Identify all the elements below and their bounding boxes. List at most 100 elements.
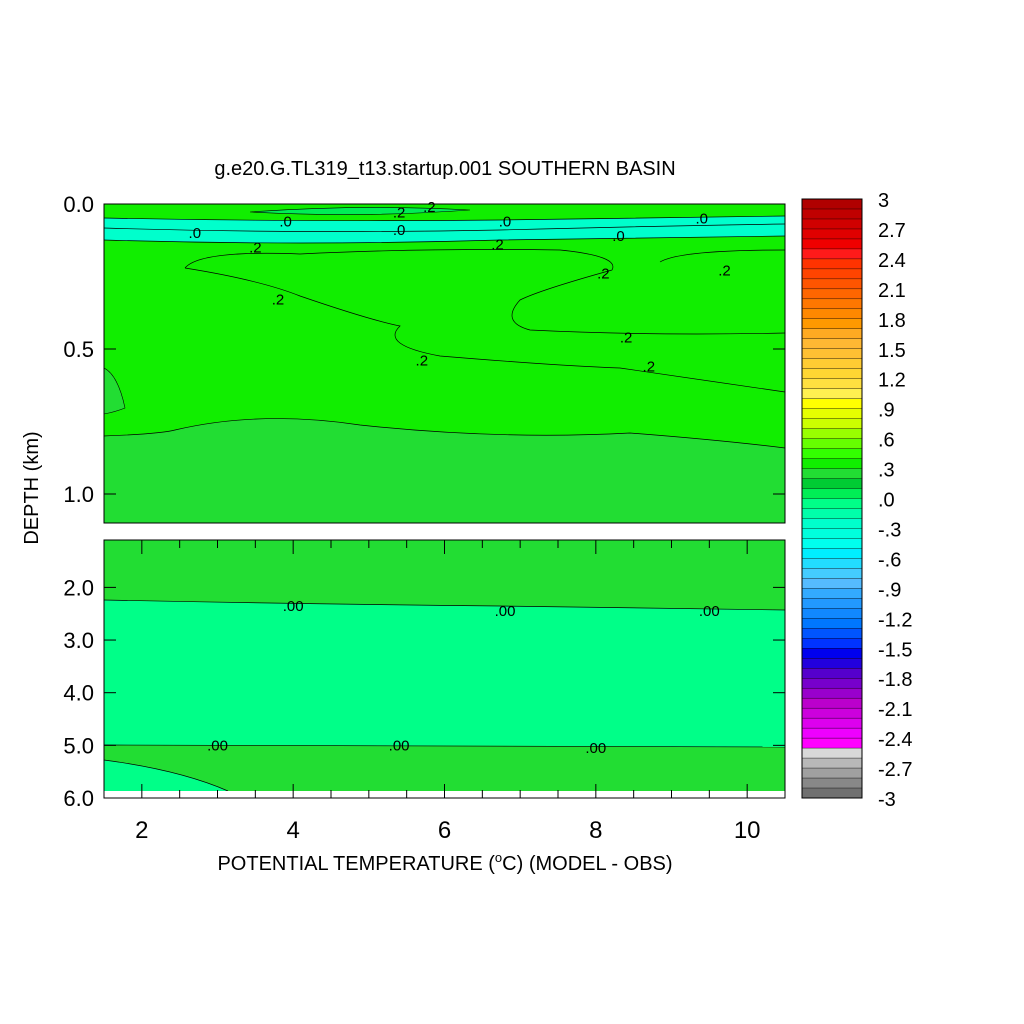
colorbar-swatch [801, 588, 863, 599]
colorbar-swatch [801, 747, 863, 759]
colorbar-label: -2.1 [878, 699, 912, 721]
colorbar-labels: 3 2.7 2.4 2.1 1.8 1.5 1.2 .9 .6 .3 .0 -.3 -.6 -.9 -1.2… [878, 190, 912, 811]
colorbar-swatch [801, 558, 863, 569]
colorbar-label: 2.7 [878, 220, 906, 242]
colorbar-label: -1.5 [878, 639, 912, 661]
upper-contour-label: .0 [393, 222, 406, 239]
colorbar-swatch [801, 218, 863, 230]
upper-panel-frame [103, 203, 786, 524]
upper-contour-label: .0 [499, 213, 512, 230]
lower-y-tick-label: 6.0 [63, 786, 94, 811]
upper-contour-label: .2 [643, 358, 656, 375]
colorbar-swatch [801, 518, 863, 529]
colorbar-swatch [801, 717, 863, 729]
colorbar-label: 1.2 [878, 370, 906, 392]
upper-contour-label: .2 [597, 266, 610, 283]
lower-contour-label: .00 [699, 603, 720, 620]
colorbar-swatch [801, 288, 863, 300]
upper-deep-region [104, 418, 785, 523]
lower-top-region [104, 540, 785, 610]
upper-y-tick-label: 0.0 [63, 192, 94, 217]
chart-title: g.e20.G.TL319_t13.startup.001 SOUTHERN B… [214, 158, 675, 180]
upper-contour-label: .2 [272, 292, 285, 309]
colorbar-label: .6 [878, 430, 895, 452]
colorbar-swatch [801, 568, 863, 579]
colorbar-label: -.9 [878, 579, 901, 601]
upper-contour-label: .2 [423, 199, 436, 216]
colorbar-swatch [801, 777, 863, 789]
colorbar-swatch [801, 398, 863, 410]
upper-cyan-band [104, 216, 785, 243]
colorbar-swatch [801, 508, 863, 519]
colorbar-swatch [801, 418, 863, 430]
colorbar-swatch [801, 598, 863, 609]
upper-left-region [103, 367, 126, 415]
colorbar-swatch [801, 648, 863, 659]
lower-y-tick-label: 3.0 [63, 628, 94, 653]
colorbar [801, 198, 863, 799]
colorbar-swatch [801, 268, 863, 280]
colorbar-label: 3 [878, 190, 889, 212]
colorbar-label: -1.2 [878, 609, 912, 631]
colorbar-swatch [801, 228, 863, 240]
colorbar-swatch [801, 428, 863, 440]
lower-y-ticks: 2.0 3.0 4.0 5.0 6.0 [63, 575, 785, 811]
lower-contour-label: .00 [207, 737, 228, 754]
colorbar-swatch [801, 368, 863, 380]
colorbar-swatch [801, 628, 863, 639]
x-axis-ticks: 2 4 6 8 10 [135, 540, 786, 844]
colorbar-swatch [801, 618, 863, 629]
x-tick-label: 8 [589, 817, 602, 844]
colorbar-swatch [801, 438, 863, 450]
upper-contour-label: .2 [416, 353, 429, 370]
y-axis-label: DEPTH (km) [21, 431, 43, 544]
colorbar-swatch [801, 338, 863, 350]
colorbar-swatch [801, 258, 863, 270]
colorbar-label: -.3 [878, 519, 901, 541]
lower-y-tick-label: 4.0 [63, 681, 94, 706]
upper-y-tick-label: 1.0 [63, 482, 94, 507]
colorbar-swatch [801, 548, 863, 559]
lower-contour-labels: .00 .00 .00 .00 .00 .00 [207, 598, 720, 757]
colorbar-swatch [801, 448, 863, 460]
upper-contour-label: .0 [189, 225, 202, 242]
colorbar-swatch [801, 687, 863, 699]
colorbar-swatch [801, 668, 863, 679]
colorbar-swatch [801, 707, 863, 719]
colorbar-swatch [801, 278, 863, 290]
colorbar-swatch [801, 408, 863, 420]
x-axis-label-main: POTENTIAL TEMPERATURE ( [217, 853, 495, 875]
upper-y-ticks: 0.0 0.5 1.0 [63, 192, 785, 507]
colorbar-label: .3 [878, 460, 895, 482]
lower-contour-label: .00 [495, 603, 516, 620]
colorbar-swatch [801, 737, 863, 749]
colorbar-swatch [801, 488, 863, 499]
colorbar-label: -1.8 [878, 669, 912, 691]
x-tick-label: 2 [135, 817, 148, 844]
upper-contour-label: .2 [491, 237, 504, 254]
upper-contour-label: .0 [279, 213, 292, 230]
upper-surface-lens [249, 207, 471, 215]
colorbar-swatch [801, 238, 863, 250]
colorbar-swatch [801, 528, 863, 539]
colorbar-label: -3 [878, 789, 896, 811]
colorbar-swatch [801, 208, 863, 220]
colorbar-swatch [801, 458, 863, 470]
upper-contour-label: .2 [718, 263, 731, 280]
colorbar-frame [801, 198, 863, 799]
x-axis-label-superscript: o [495, 850, 502, 865]
colorbar-swatch [801, 298, 863, 310]
colorbar-label: -2.7 [878, 759, 912, 781]
colorbar-swatch [801, 248, 863, 260]
x-axis-label-tail: C) (MODEL - OBS) [502, 853, 672, 875]
colorbar-swatch [801, 767, 863, 779]
colorbar-swatch [801, 328, 863, 340]
lower-contour-label: .00 [585, 740, 606, 757]
x-tick-label: 10 [734, 817, 761, 844]
colorbar-label: 2.4 [878, 250, 906, 272]
colorbar-swatch [801, 318, 863, 330]
colorbar-swatch [801, 727, 863, 739]
x-tick-label: 6 [438, 817, 451, 844]
upper-contour-label: .2 [620, 329, 633, 346]
